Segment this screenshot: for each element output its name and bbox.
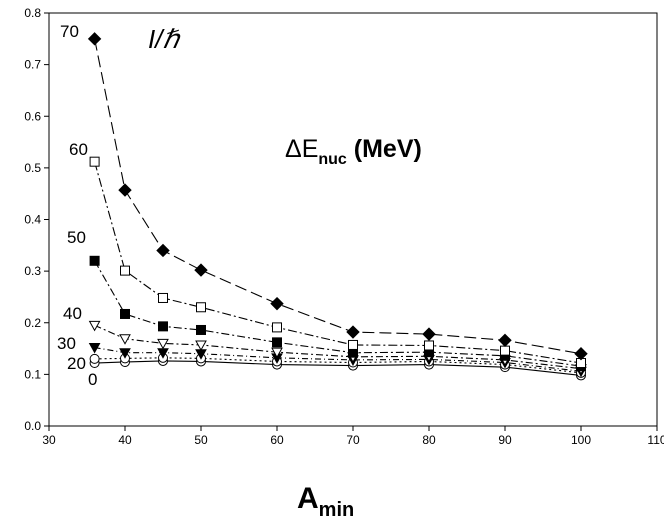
y-tick-label: 0.1 [24,367,41,381]
data-point [348,339,358,350]
y-tick-label: 0.4 [24,213,41,227]
y-tick-label: 0.6 [24,109,41,123]
data-point [119,348,131,359]
y-tick-label: 0.3 [24,264,41,278]
data-point [272,322,282,333]
data-point [118,183,132,197]
data-point [120,308,130,319]
y-tick-label: 0.2 [24,316,41,330]
series-60 [89,156,586,369]
axes: 30 40 50 60 70 80 90 100 110 0.0 0.1 0.2 0.3 0.4 0.5 0.… [24,6,664,447]
x-tick-label: 60 [270,433,284,447]
data-point [156,243,170,258]
data-point [87,32,102,46]
annotation-suffix: (MeV) [347,135,422,163]
series-line [94,357,582,374]
data-point [89,353,100,364]
x-tick-label: 110 [647,433,664,447]
legend-title: I/ℏ [148,24,181,54]
x-tick-label: 100 [571,433,591,447]
x-tick-label: 50 [194,433,208,447]
x-tick-label: 40 [118,433,132,447]
data-point [88,343,101,354]
series-layer [87,32,588,381]
data-point [158,292,168,303]
data-point [346,325,360,339]
series-line [94,260,582,367]
data-point [119,334,131,345]
data-point [498,333,512,348]
data-point [196,324,206,335]
data-point [158,321,168,332]
data-point [272,337,282,348]
data-point [89,255,100,266]
x-axis-label-sub: min [319,499,355,521]
annotation: ΔEnuc (MeV) [285,135,422,168]
data-point [270,296,284,311]
series-label: 30 [57,334,76,353]
data-point [424,340,434,351]
data-point [89,156,100,167]
series-label: 0 [88,370,97,389]
x-axis-label-main: A [297,482,319,515]
series-label: 60 [69,140,88,159]
y-tick-label: 0.5 [24,161,41,175]
data-point [120,265,130,276]
x-axis-label: Amin [297,482,354,521]
data-point [88,320,101,332]
annotation-prefix: ΔE [285,135,318,163]
x-tick-label: 30 [42,433,56,447]
data-point [271,347,283,359]
series-label: 40 [63,304,82,323]
x-tick-label: 70 [346,433,360,447]
y-tick-label: 0.7 [24,58,41,72]
x-tick-label: 80 [422,433,436,447]
data-point [574,347,588,361]
x-tick-label: 90 [498,433,512,447]
series-label: 20 [67,354,86,373]
data-point [157,338,169,350]
data-point [500,345,510,356]
series-label: 70 [60,22,79,41]
y-tick-label: 0.0 [24,419,41,433]
series-70 [87,32,588,361]
data-point [195,340,207,351]
data-point [194,263,208,277]
data-point [196,302,206,313]
data-point [422,327,436,341]
y-tick-label: 0.8 [24,6,41,20]
series-label: 50 [67,228,86,247]
annotation-sub: nuc [318,151,347,168]
